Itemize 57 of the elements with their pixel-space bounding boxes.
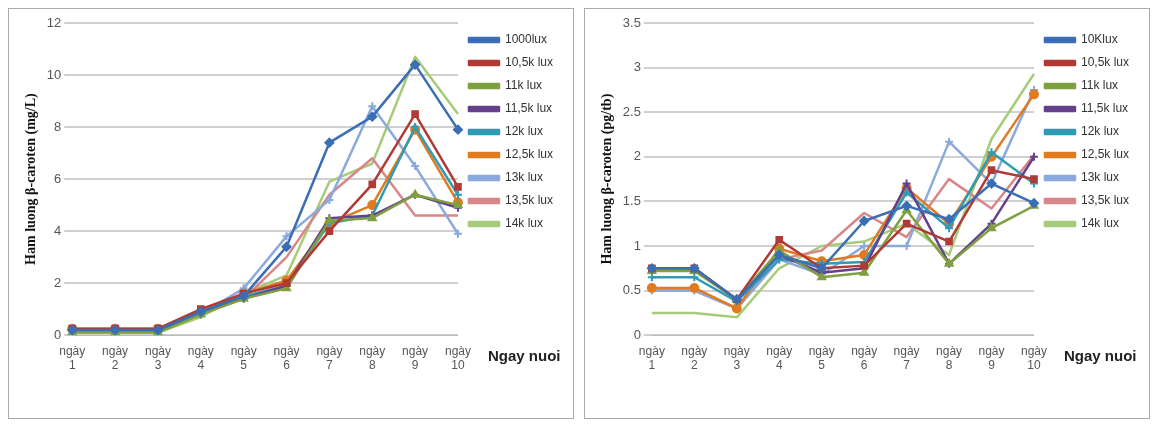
legend-label: 12,5k lux: [1080, 147, 1129, 162]
x-tick-label: ngày 10: [444, 343, 471, 373]
x-tick-label: ngày 3: [723, 343, 750, 373]
y-tick-label: 6: [54, 170, 62, 186]
legend-label: 13,5k lux: [1080, 193, 1129, 208]
legend-label: 14k lux: [504, 216, 543, 231]
legend-label: 11k lux: [504, 78, 543, 93]
y-tick-label: 3: [633, 59, 641, 75]
y-tick-label: 12: [46, 14, 62, 30]
legend-label: 10Klux: [1080, 32, 1118, 47]
y-tick-label: 8: [54, 118, 62, 134]
x-tick-label: ngày 2: [681, 343, 708, 373]
y-tick-label: 1: [633, 237, 641, 253]
y-tick-label: 4: [54, 222, 62, 238]
x-tick-label: ngày 10: [1020, 343, 1047, 373]
y-tick-label: 2.5: [622, 103, 641, 119]
x-tick-label: ngày 8: [936, 343, 963, 373]
x-tick-label: ngày 9: [978, 343, 1005, 373]
x-tick-label: ngày 7: [316, 343, 343, 373]
legend-label: 12k lux: [504, 124, 543, 139]
y-tick-label: 0: [633, 326, 641, 342]
legend-label: 14k lux: [1080, 216, 1119, 231]
legend-label: 12k lux: [1080, 124, 1119, 139]
x-tick-label: ngày 7: [893, 343, 920, 373]
y-tick-label: 10: [46, 66, 62, 82]
y-axis-title: Ham luong β-caroten (mg/L): [23, 92, 40, 265]
x-tick-label: ngày 3: [144, 343, 171, 373]
x-tick-label: ngày 6: [273, 343, 300, 373]
x-tick-label: ngày 5: [808, 343, 835, 373]
legend-label: 1000lux: [504, 32, 548, 47]
legend-label: 12,5k lux: [504, 147, 553, 162]
y-tick-label: 2: [633, 148, 641, 164]
y-tick-label: 1.5: [622, 192, 641, 208]
x-tick-label: ngày 1: [638, 343, 665, 373]
legend-label: 10,5k lux: [1080, 55, 1129, 70]
legend-label: 13k lux: [504, 170, 543, 185]
legend-label: 13,5k lux: [504, 193, 553, 208]
legend-label: 11,5k lux: [1080, 101, 1129, 116]
x-tick-label: ngày 1: [59, 343, 86, 373]
legend-label: 11,5k lux: [504, 101, 553, 116]
x-tick-label: ngày 4: [187, 343, 214, 373]
y-tick-label: 2: [54, 274, 62, 290]
x-axis-title: Ngay nuoi: [1063, 347, 1137, 365]
x-tick-label: ngày 2: [102, 343, 129, 373]
x-tick-label: ngày 9: [402, 343, 429, 373]
legend-label: 11k lux: [1080, 78, 1119, 93]
y-tick-label: 3.5: [622, 14, 641, 30]
legend-label: 13k lux: [1080, 170, 1119, 185]
x-tick-label: ngày 8: [359, 343, 386, 373]
y-tick-label: 0.5: [622, 282, 641, 298]
x-tick-label: ngày 4: [766, 343, 793, 373]
x-axis-title: Ngay nuoi: [487, 347, 561, 365]
y-axis-title: Ham luong β-caroten (pg/tb): [599, 93, 616, 265]
x-tick-label: ngày 5: [230, 343, 257, 373]
x-tick-label: ngày 6: [851, 343, 878, 373]
legend-label: 10,5k lux: [504, 55, 553, 70]
y-tick-label: 0: [54, 326, 62, 342]
